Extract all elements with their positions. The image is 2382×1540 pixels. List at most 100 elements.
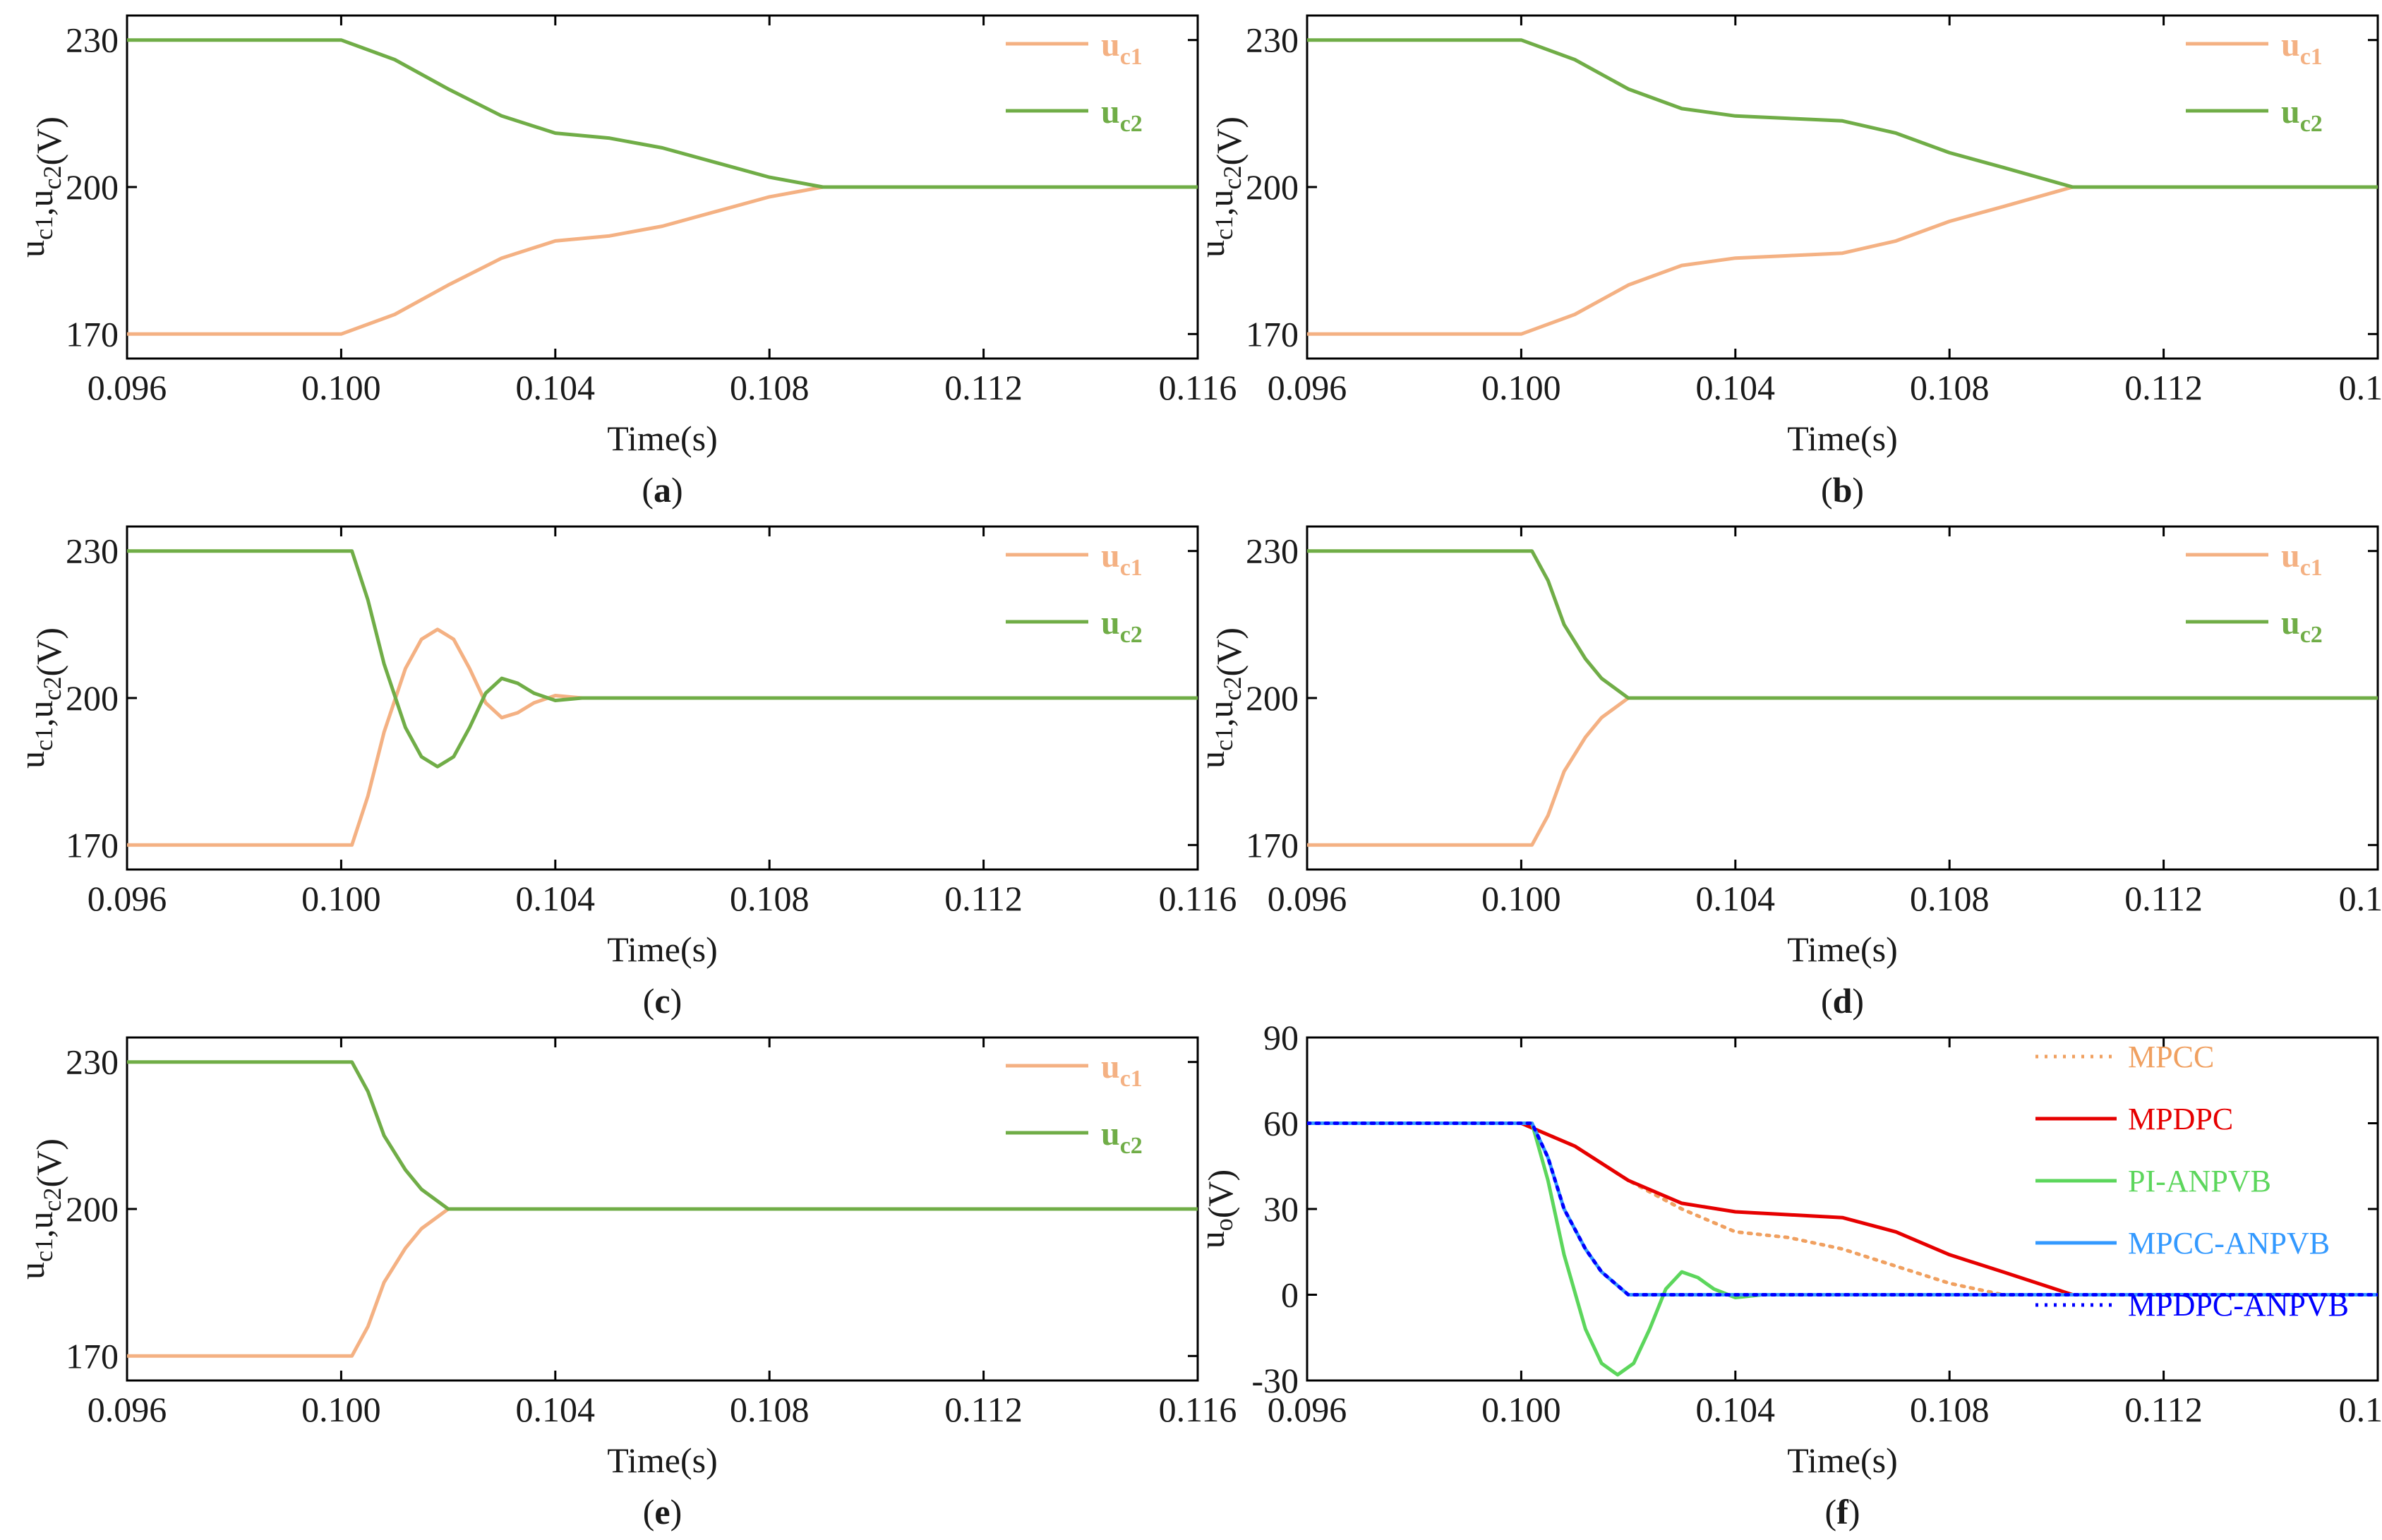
x-tick-label: 0.116	[2339, 1390, 2382, 1429]
x-tick-label: 0.104	[516, 368, 596, 407]
x-tick-label: 0.104	[1696, 879, 1776, 918]
x-tick-label: 0.108	[1910, 1390, 1990, 1429]
series-line-mpcc	[1307, 1121, 2378, 1297]
x-tick-label: 0.096	[1268, 879, 1347, 918]
panel-e: 0.096 0.100 0.104 0.108 0.112 0.116 170 200 230 T…	[12, 1036, 1237, 1532]
x-tick-label: 0.100	[1481, 879, 1561, 918]
y-axis-label: uc1,uc2(V)	[1192, 116, 1249, 258]
y-axis-label: uo(V)	[1192, 1169, 1240, 1249]
y-tick-label: -30	[1251, 1361, 1299, 1400]
series-line-mpcc-anpvb	[1307, 1121, 2378, 1297]
y-axis-label: uc1,uc2(V)	[12, 116, 68, 258]
legend: uc1 uc2	[2186, 26, 2323, 137]
x-axis-label: Time(s)	[1787, 419, 1898, 458]
legend-label: uc1	[2281, 537, 2323, 581]
legend-label: PI-ANPVB	[2128, 1164, 2271, 1198]
x-tick-label: 0.112	[944, 1390, 1023, 1429]
panel-b: 0.096 0.100 0.104 0.108 0.112 0.116 170 200 230 T…	[1192, 14, 2382, 510]
legend-label: uc2	[1101, 93, 1143, 137]
x-axis-label: Time(s)	[607, 419, 718, 458]
legend-label: MPDPC-ANPVB	[2128, 1288, 2349, 1323]
legend: uc1 uc2	[1006, 1048, 1143, 1159]
legend-label: uc1	[2281, 26, 2323, 70]
x-tick-label: 0.108	[730, 368, 810, 407]
panel-caption: (d)	[1821, 981, 1864, 1021]
legend-label: uc1	[1101, 1048, 1143, 1092]
x-tick-label: 0.112	[944, 879, 1023, 918]
x-tick-label: 0.104	[516, 1390, 596, 1429]
y-tick-label: 230	[66, 20, 119, 60]
x-tick-label: 0.100	[1481, 368, 1561, 407]
series-lines	[127, 1060, 1198, 1358]
panel-f: 0.096 0.100 0.104 0.108 0.112 0.116 -30 0 30 60 90…	[1192, 1018, 2382, 1532]
x-tick-label: 0.116	[1159, 879, 1237, 918]
x-tick-label: 0.096	[88, 1390, 167, 1429]
series-lines	[1307, 38, 2378, 336]
x-tick-label: 0.108	[730, 879, 810, 918]
y-axis-label: uc1,uc2(V)	[1192, 627, 1249, 769]
y-tick-label: 170	[1246, 314, 1299, 354]
series-line-u-c2	[127, 38, 1198, 189]
x-tick-label: 0.116	[2339, 879, 2382, 918]
x-tick-label: 0.112	[944, 368, 1023, 407]
series-line-u-c1	[1307, 185, 2378, 336]
series-lines	[1307, 1121, 2378, 1377]
x-tick-label: 0.096	[1268, 368, 1347, 407]
y-tick-label: 170	[66, 314, 119, 354]
panel-caption: (e)	[643, 1492, 682, 1532]
legend-label: uc2	[2281, 93, 2323, 137]
series-line-u-c2	[127, 549, 1198, 769]
series-line-u-c1	[127, 627, 1198, 847]
plot-frame	[1306, 1036, 2379, 1382]
series-line-mpdpc-anpvb	[1307, 1121, 2378, 1297]
x-axis-label: Time(s)	[1787, 930, 1898, 969]
legend-label: uc2	[1101, 1115, 1143, 1159]
y-tick-label: 30	[1263, 1189, 1299, 1229]
series-line-u-c1	[1307, 696, 2378, 847]
x-tick-label: 0.112	[2124, 879, 2203, 918]
panel-caption: (f)	[1825, 1492, 1860, 1532]
x-tick-label: 0.100	[301, 879, 381, 918]
x-tick-label: 0.116	[1159, 368, 1237, 407]
x-tick-label: 0.104	[1696, 368, 1776, 407]
series-lines	[127, 38, 1198, 336]
x-tick-label: 0.104	[516, 879, 596, 918]
panel-caption: (a)	[642, 470, 682, 510]
legend-label: MPDPC	[2128, 1102, 2233, 1136]
x-tick-label: 0.096	[88, 368, 167, 407]
y-tick-label: 170	[1246, 825, 1299, 865]
y-tick-label: 0	[1281, 1275, 1299, 1315]
panel-d: 0.096 0.100 0.104 0.108 0.112 0.116 170 200 230 T…	[1192, 525, 2382, 1021]
y-tick-label: 200	[1246, 678, 1299, 718]
legend-label: uc1	[1101, 26, 1143, 70]
y-tick-label: 230	[1246, 20, 1299, 60]
y-tick-label: 200	[1246, 167, 1299, 207]
legend: MPCC MPDPC PI-ANPVB MPCC-ANPVB MPDPC-ANPVB	[2035, 1040, 2349, 1323]
y-tick-label: 200	[66, 678, 119, 718]
x-axis-label: Time(s)	[607, 1440, 718, 1480]
panel-c: 0.096 0.100 0.104 0.108 0.112 0.116 170 200 230 T…	[12, 525, 1237, 1021]
legend-label: MPCC	[2128, 1040, 2214, 1074]
x-tick-label: 0.100	[1481, 1390, 1561, 1429]
x-axis-label: Time(s)	[607, 930, 718, 969]
x-tick-label: 0.112	[2124, 368, 2203, 407]
series-line-u-c2	[127, 1060, 1198, 1211]
series-lines	[1307, 549, 2378, 847]
y-tick-label: 60	[1263, 1104, 1299, 1143]
x-tick-label: 0.108	[1910, 879, 1990, 918]
x-tick-label: 0.096	[88, 879, 167, 918]
x-tick-label: 0.108	[1910, 368, 1990, 407]
series-lines	[127, 549, 1198, 847]
x-tick-label: 0.096	[1268, 1390, 1347, 1429]
series-line-u-c2	[1307, 549, 2378, 700]
legend: uc1 uc2	[1006, 26, 1143, 137]
series-line-u-c1	[127, 185, 1198, 336]
y-tick-label: 170	[66, 825, 119, 865]
y-axis-label: uc1,uc2(V)	[12, 627, 68, 769]
y-tick-label: 200	[66, 167, 119, 207]
legend: uc1 uc2	[2186, 537, 2323, 648]
y-tick-label: 230	[66, 531, 119, 571]
legend-label: uc2	[1101, 604, 1143, 648]
x-tick-label: 0.116	[2339, 368, 2382, 407]
